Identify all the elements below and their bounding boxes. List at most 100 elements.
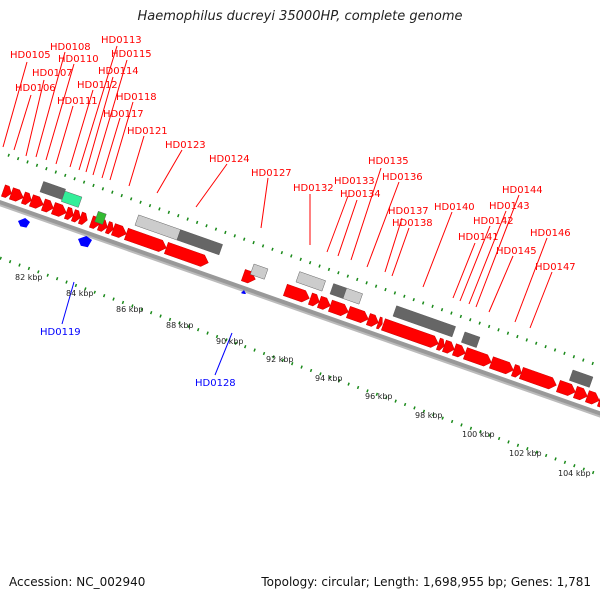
forward-gene-arrow[interactable] [1,184,13,199]
forward-gene-arrow[interactable] [111,223,128,240]
forward-gene-arrow[interactable] [463,347,493,368]
forward-gene-arrow[interactable] [164,241,210,268]
gene-label[interactable]: HD0105 [10,50,51,61]
feature-box[interactable] [342,287,363,305]
gene-label[interactable]: HD0142 [473,216,514,227]
gene-label[interactable]: HD0137 [388,206,429,217]
scale-label: 102 kbp [509,449,542,458]
scale-label: 94 kbp [315,374,343,383]
gene-label[interactable]: HD0138 [392,218,433,229]
forward-gene-arrow[interactable] [317,295,332,311]
forward-gene-arrow[interactable] [376,316,384,330]
gene-label[interactable]: HD0115 [111,49,152,60]
forward-gene-arrow[interactable] [381,318,440,350]
gene-label[interactable]: HD0143 [489,201,530,212]
gene-label[interactable]: HD0144 [502,185,543,196]
gene-label-leader [55,105,74,165]
forward-gene-arrow[interactable] [597,394,600,410]
gene-label[interactable]: HD0107 [32,68,73,79]
gene-label[interactable]: HD0128 [195,378,236,389]
feature-box[interactable] [295,271,326,292]
gene-label[interactable]: HD0117 [103,109,144,120]
gene-label[interactable]: HD0136 [382,172,423,183]
forward-gene-arrow[interactable] [71,209,82,224]
forward-gene-arrow[interactable] [366,313,380,328]
gene-label-leader [13,94,32,151]
feature-box[interactable] [61,190,83,208]
gene-label-leader [2,61,28,148]
scale-label: 84 kbp [66,289,94,298]
gene-label[interactable]: HD0119 [40,327,81,338]
forward-gene-arrow[interactable] [346,306,370,324]
gene-label-leader [468,210,507,305]
gene-label[interactable]: HD0112 [77,80,118,91]
forward-gene-arrow[interactable] [585,390,600,407]
forward-gene-arrow[interactable] [64,206,75,221]
scale-label: 92 kbp [266,355,294,364]
gene-label[interactable]: HD0147 [535,262,576,273]
gene-label-leader [101,117,121,179]
gene-label-leader [109,101,134,181]
forward-gene-arrow[interactable] [489,356,515,376]
gene-label[interactable]: HD0123 [165,140,206,151]
forward-gene-arrow[interactable] [41,198,55,214]
gene-label[interactable]: HD0113 [101,35,142,46]
scale-label: 100 kbp [462,430,495,439]
feature-box[interactable] [461,331,481,348]
forward-gene-arrow[interactable] [328,299,350,318]
gene-label[interactable]: HD0127 [251,168,292,179]
feature-box[interactable] [176,229,223,256]
reverse-gene-arrow[interactable] [18,218,30,228]
gene-label[interactable]: HD0141 [458,232,499,243]
scale-label: 86 kbp [116,305,144,314]
gene-label[interactable]: HD0118 [116,92,157,103]
reverse-gene-arrow[interactable] [241,290,246,294]
forward-gene-arrow[interactable] [78,211,89,226]
forward-gene-arrow[interactable] [556,380,577,397]
gene-label[interactable]: HD0140 [434,202,475,213]
reverse-gene-arrow[interactable] [78,236,92,248]
gene-label-leader [326,195,349,253]
gene-label[interactable]: HD0133 [334,176,375,187]
gene-label-leader [384,217,403,273]
genome-summary: Topology: circular; Length: 1,698,955 bp… [261,575,591,589]
gene-label[interactable]: HD0111 [57,96,98,107]
gene-label[interactable]: HD0124 [209,154,250,165]
forward-gene-arrow[interactable] [442,339,456,355]
forward-gene-arrow[interactable] [51,202,68,219]
forward-gene-arrow[interactable] [21,191,33,206]
forward-gene-arrow[interactable] [308,292,321,307]
forward-gene-arrow[interactable] [29,194,45,211]
gene-label[interactable]: HD0121 [127,126,168,137]
forward-gene-arrow[interactable] [97,218,109,233]
scale-label: 82 kbp [15,273,43,282]
forward-gene-arrow[interactable] [511,364,523,379]
gene-label[interactable]: HD0106 [15,83,56,94]
feature-box[interactable] [94,211,107,225]
gene-label[interactable]: HD0132 [293,183,334,194]
forward-gene-arrow[interactable] [573,386,589,402]
forward-gene-arrow[interactable] [519,367,558,391]
forward-gene-arrow[interactable] [283,283,311,304]
gene-label[interactable]: HD0135 [368,156,409,167]
feature-box[interactable] [39,181,66,200]
gene-label[interactable]: HD0110 [58,54,99,65]
feature-box[interactable] [392,305,456,338]
gene-label[interactable]: HD0145 [496,246,537,257]
gene-label[interactable]: HD0114 [98,66,139,77]
gene-label-leader [514,237,548,323]
forward-gene-arrow[interactable] [436,337,446,351]
feature-box[interactable] [250,263,269,280]
gene-label[interactable]: HD0146 [530,228,571,239]
scale-label: 104 kbp [558,469,591,478]
gene-label[interactable]: HD0108 [50,42,91,53]
gene-label[interactable]: HD0134 [340,189,381,200]
feature-box[interactable] [569,369,594,388]
forward-gene-arrow[interactable] [452,343,467,359]
forward-gene-arrow[interactable] [105,221,115,235]
gene-label-leader [69,89,94,168]
forward-gene-arrow[interactable] [9,187,25,204]
forward-gene-arrow[interactable] [124,227,168,253]
gene-label-leader [35,51,66,158]
